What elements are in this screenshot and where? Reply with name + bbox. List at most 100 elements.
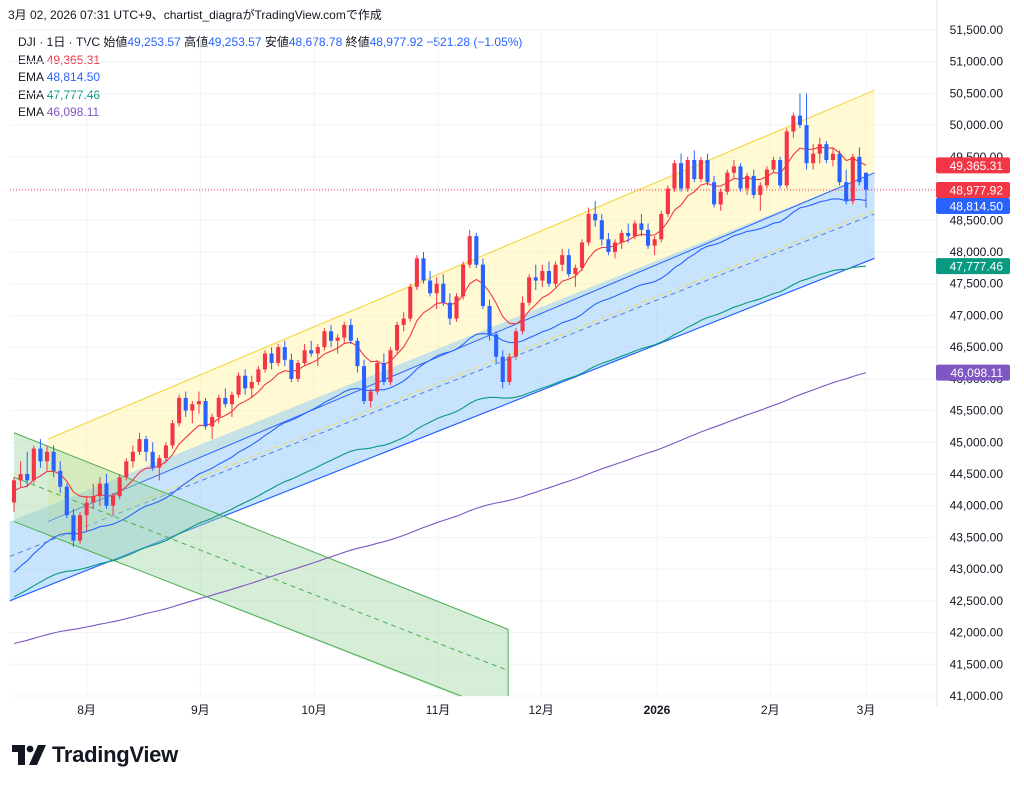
symbol-label[interactable]: DJI · 1日 · TVC — [18, 35, 101, 49]
candle — [342, 321, 347, 344]
candle-body — [467, 236, 472, 265]
candle-body — [11, 480, 17, 503]
candle-body — [71, 515, 76, 541]
candle — [494, 331, 499, 363]
candle-body — [738, 166, 743, 189]
candle — [262, 350, 268, 373]
candle — [725, 169, 730, 195]
open-label: 始値 — [103, 35, 128, 49]
price-tick-label: 50,000.00 — [950, 118, 1004, 132]
candle-body — [791, 115, 796, 132]
candle-body — [157, 458, 162, 468]
candle — [612, 239, 618, 259]
candle — [229, 391, 235, 417]
candle — [566, 248, 571, 278]
channel-mid-line — [47, 172, 875, 523]
candle-body — [401, 318, 406, 325]
candle — [533, 264, 538, 291]
candle — [18, 461, 23, 487]
price-tag-bg — [936, 181, 1010, 198]
chart-header: 3月 02, 2026 07:31 UTC+9、chartist_diagraが… — [8, 8, 382, 22]
candle — [745, 172, 750, 195]
candle — [685, 156, 690, 192]
candle-body — [309, 350, 314, 354]
candle-body — [408, 286, 413, 319]
time-axis[interactable]: 8月 9月 10月 11月 12月 2026 2月 3月 — [77, 703, 875, 717]
candle — [388, 347, 393, 386]
candle — [64, 483, 69, 519]
candle — [91, 483, 96, 509]
candle-body — [685, 160, 690, 189]
candle — [302, 343, 307, 367]
candle-body — [144, 439, 149, 452]
candle-body — [573, 267, 578, 275]
candle — [276, 343, 281, 367]
candle-body — [38, 448, 43, 462]
price-tag: 48,814.50 — [936, 197, 1010, 214]
candle-body — [196, 401, 201, 405]
price-tick-label: 43,500.00 — [950, 530, 1004, 544]
candle — [355, 337, 360, 373]
price-axis[interactable]: 51,500.0051,000.0050,500.0050,000.0049,5… — [936, 0, 1004, 706]
candle-body — [705, 160, 710, 183]
price-tick-label: 47,000.00 — [950, 308, 1004, 322]
candle-body — [243, 375, 248, 389]
candle-body — [797, 115, 803, 126]
down-channel-upper-line — [13, 432, 509, 630]
price-tick-label: 47,500.00 — [950, 277, 1004, 291]
candle-body — [328, 331, 334, 341]
candle-body — [712, 182, 717, 205]
close-label: 終値 — [345, 35, 370, 49]
candle — [177, 394, 182, 427]
candle-body — [51, 451, 56, 471]
ema-row-4[interactable]: EMA 46,098.11 — [18, 104, 522, 122]
candle — [844, 169, 849, 205]
candle — [467, 229, 472, 268]
candle-body — [639, 223, 644, 230]
candle — [421, 252, 426, 284]
price-tag-label: 49,365.31 — [950, 159, 1004, 173]
candle-body — [612, 242, 618, 252]
candle-body — [533, 277, 538, 281]
candle — [77, 512, 83, 544]
drawing-channels[interactable] — [9, 89, 875, 697]
candle — [11, 477, 17, 513]
candle-body — [844, 182, 849, 202]
down-channel-dashed-line — [13, 476, 509, 672]
candle — [850, 153, 855, 205]
price-tag-label: 46,098.11 — [951, 366, 1004, 380]
candle — [117, 474, 122, 500]
candle-body — [626, 232, 631, 237]
candle — [395, 321, 400, 354]
time-tick-label: 12月 — [528, 703, 553, 717]
candle-body — [487, 305, 492, 335]
candle-body — [447, 302, 452, 319]
candle — [454, 293, 459, 322]
candle-body — [150, 451, 155, 468]
candle-body — [513, 331, 519, 357]
candle — [639, 213, 644, 237]
candle-body — [342, 324, 347, 338]
candle — [599, 213, 604, 246]
candle — [183, 391, 188, 417]
close-value: 48,977.92 — [369, 35, 424, 49]
candle — [665, 185, 670, 218]
time-tick-label: 10月 — [301, 703, 326, 717]
candle-body — [421, 258, 426, 281]
candle — [830, 147, 836, 167]
candle — [804, 93, 809, 170]
ema-label: EMA — [18, 105, 44, 119]
candle — [348, 318, 353, 344]
price-tick-label: 41,500.00 — [950, 657, 1004, 671]
candle-body — [256, 369, 261, 383]
candle-body — [130, 451, 135, 462]
ema-label: EMA — [18, 70, 44, 84]
candle-body — [414, 258, 419, 287]
candle — [520, 296, 525, 335]
candle — [309, 340, 314, 357]
brand[interactable]: TradingView — [12, 742, 178, 768]
candle — [335, 334, 340, 354]
candle — [190, 401, 195, 424]
candle — [130, 445, 135, 468]
